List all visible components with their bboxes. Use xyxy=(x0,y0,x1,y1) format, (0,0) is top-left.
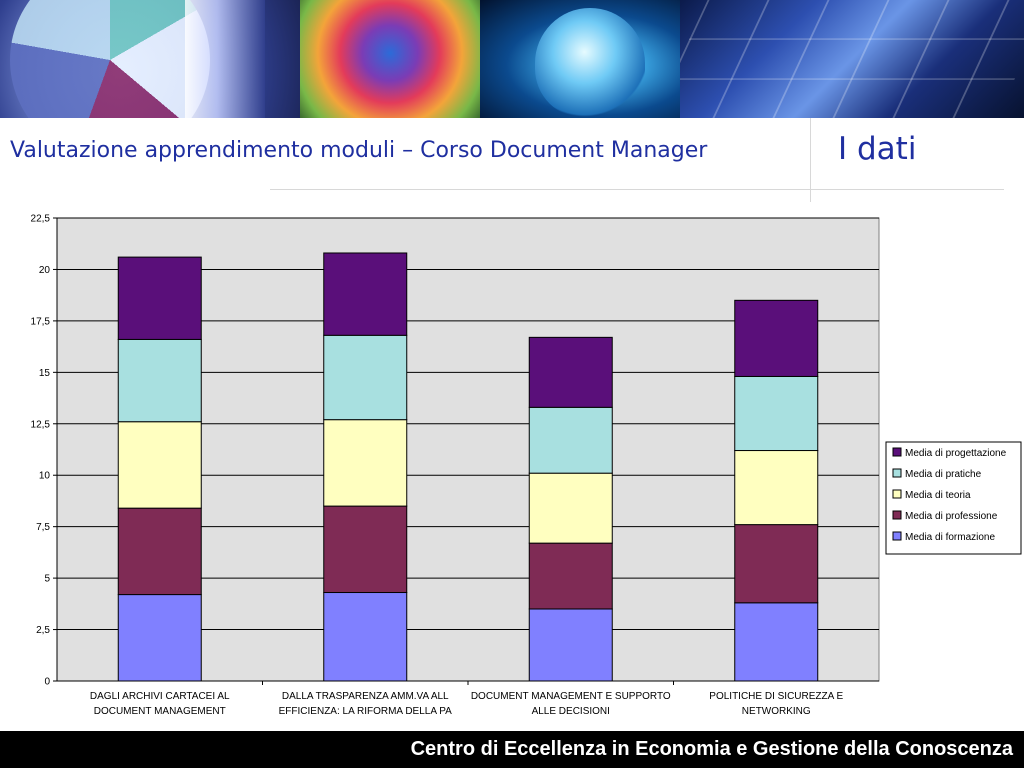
bar-segment xyxy=(117,338,202,423)
banner-image-digital-head xyxy=(480,0,680,118)
x-tick-label: NETWORKING xyxy=(742,706,811,717)
bar-segment xyxy=(117,507,202,596)
bar-segment xyxy=(323,252,408,336)
x-tick-label: POLITICHE DI SICUREZZA E xyxy=(709,691,843,702)
bar-segment xyxy=(117,256,202,340)
footer-bar: Centro di Eccellenza in Economia e Gesti… xyxy=(0,731,1024,768)
legend-swatch xyxy=(892,510,902,520)
y-tick-label: 7,5 xyxy=(36,522,50,533)
bar-segment xyxy=(117,594,202,682)
bar-segment xyxy=(734,375,819,452)
bar-segment xyxy=(323,592,408,682)
header-vertical-divider xyxy=(810,118,811,202)
chart-legend: Media di progettazione Media di pratiche M… xyxy=(885,441,1022,555)
y-tick-label: 17,5 xyxy=(31,316,51,327)
y-tick-label: 12,5 xyxy=(31,419,51,430)
legend-label: Media di formazione xyxy=(905,532,995,543)
legend-box xyxy=(885,441,1022,555)
legend-label: Media di teoria xyxy=(905,490,971,501)
section-label: I dati xyxy=(838,131,917,167)
y-tick-label: 22,5 xyxy=(31,214,51,225)
stacked-bar-chart: 0 2,5 5 7,5 10 12,5 15 17,5 20 22,5 DAGLI ARCHIVI… xyxy=(31,214,1022,717)
banner-image-colors xyxy=(300,0,480,118)
bar-segment xyxy=(734,524,819,604)
x-tick-label: DOCUMENT MANAGEMENT E SUPPORTO xyxy=(471,691,671,702)
legend-label: Media di progettazione xyxy=(905,448,1007,459)
y-tick-label: 5 xyxy=(44,574,50,585)
x-tick-label: DOCUMENT MANAGEMENT xyxy=(94,706,226,717)
legend-label: Media di pratiche xyxy=(905,469,982,480)
bar-segment xyxy=(734,299,819,377)
legend-swatch xyxy=(892,531,902,541)
bar-segment xyxy=(734,602,819,682)
x-axis-labels: DAGLI ARCHIVI CARTACEI AL DOCUMENT MANAGE… xyxy=(90,691,844,717)
bar-segment xyxy=(734,450,819,526)
banner-image-globe xyxy=(0,0,300,118)
y-tick-label: 10 xyxy=(39,471,51,482)
bar-segment xyxy=(323,419,408,507)
x-tick-label: DALLA TRASPARENZA AMM.VA ALL xyxy=(282,691,449,702)
footer-text: Centro di Eccellenza in Economia e Gesti… xyxy=(410,738,1013,760)
banner-image-grid xyxy=(680,0,1024,118)
bar-segment xyxy=(528,608,613,682)
x-tick-label: DAGLI ARCHIVI CARTACEI AL xyxy=(90,691,230,702)
y-axis-labels: 0 2,5 5 7,5 10 12,5 15 17,5 20 22,5 xyxy=(31,214,51,688)
bar-segment xyxy=(528,406,613,474)
legend-swatch xyxy=(892,489,902,499)
header-banner xyxy=(0,0,1024,118)
bar-segment xyxy=(528,336,613,408)
chart-marks xyxy=(117,252,819,682)
bar-segment xyxy=(528,472,613,544)
y-tick-label: 0 xyxy=(44,677,50,688)
y-tick-label: 20 xyxy=(39,265,51,276)
bar-segment xyxy=(528,542,613,610)
header-divider xyxy=(270,189,1004,190)
y-tick-label: 15 xyxy=(39,368,51,379)
x-tick-label: ALLE DECISIONI xyxy=(532,706,610,717)
y-tick-label: 2,5 xyxy=(36,625,50,636)
bar-segment xyxy=(323,334,408,421)
legend-swatch xyxy=(892,468,902,478)
bar-segment xyxy=(117,421,202,509)
bar-segment xyxy=(323,505,408,594)
page-title: Valutazione apprendimento moduli – Corso… xyxy=(10,138,708,163)
legend-label: Media di professione xyxy=(905,511,998,522)
x-tick-label: EFFICIENZA: LA RIFORMA DELLA PA xyxy=(279,706,453,717)
legend-swatch xyxy=(892,447,902,457)
